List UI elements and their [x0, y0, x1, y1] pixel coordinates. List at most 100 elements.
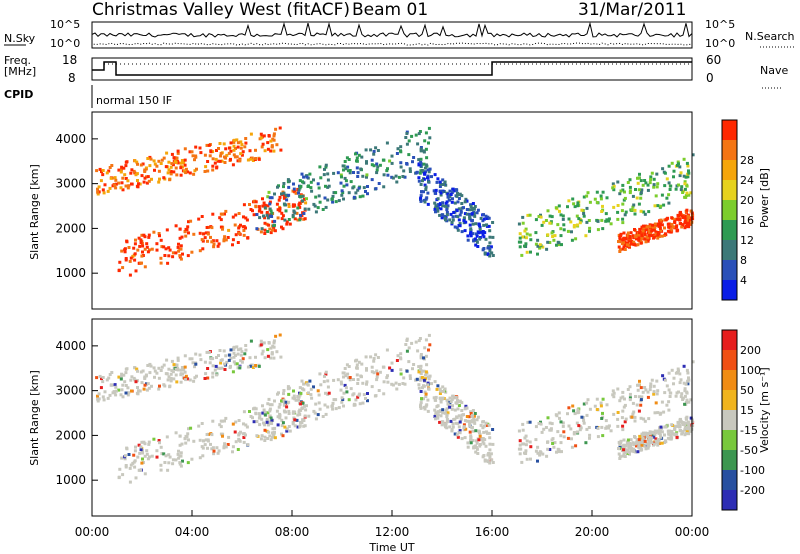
- power-cell: [157, 159, 161, 163]
- velocity-cell: [685, 415, 689, 419]
- power-cell: [287, 202, 291, 206]
- power-cell: [609, 222, 613, 226]
- velocity-cell: [683, 402, 687, 406]
- power-cell: [410, 134, 414, 138]
- power-cell: [655, 185, 659, 189]
- power-cell: [612, 188, 616, 192]
- power-cell: [266, 195, 270, 199]
- velocity-cell: [422, 405, 426, 409]
- velocity-cell: [132, 376, 136, 380]
- power-cell: [472, 239, 476, 243]
- power-cell: [428, 167, 432, 171]
- power-cell: [462, 219, 466, 223]
- power-cell: [672, 225, 675, 229]
- power-cell: [123, 173, 127, 177]
- power-cell: [171, 251, 175, 255]
- power-cell: [676, 163, 679, 167]
- power-cell: [643, 212, 647, 216]
- power-colorbar-swatch: [722, 280, 737, 300]
- velocity-cell: [254, 355, 257, 359]
- power-cell: [658, 226, 662, 230]
- power-cell: [448, 189, 452, 193]
- velocity-cell: [616, 417, 620, 421]
- velocity-cell: [649, 382, 653, 386]
- velocity-cell: [601, 397, 605, 401]
- nsky-tick-high: 10^5: [50, 18, 80, 31]
- velocity-cell: [324, 372, 328, 376]
- beam-title: Beam 01: [352, 0, 428, 20]
- velocity-cell: [257, 364, 261, 368]
- power-cell: [263, 221, 267, 225]
- power-cell: [474, 243, 478, 247]
- power-cell: [639, 191, 643, 195]
- velocity-cell: [286, 385, 290, 389]
- power-cell: [417, 132, 421, 136]
- velocity-cell: [487, 431, 491, 435]
- power-colorbar-swatch: [722, 120, 737, 140]
- velocity-cell: [105, 378, 109, 382]
- velocity-cell: [650, 441, 654, 445]
- velocity-cell: [184, 434, 188, 438]
- power-cell: [455, 226, 459, 230]
- velocity-cell: [624, 417, 628, 421]
- velocity-cell: [314, 402, 318, 406]
- nsearch-tick-high: 10^5: [705, 18, 735, 31]
- velocity-cell: [657, 429, 660, 433]
- power-cell: [203, 153, 207, 157]
- power-cell: [355, 156, 359, 160]
- power-heatmap: [95, 126, 695, 277]
- power-cell: [669, 184, 673, 188]
- velocity-cell: [209, 442, 212, 446]
- velocity-cell: [637, 443, 641, 447]
- power-cell: [462, 206, 465, 210]
- velocity-cell: [641, 440, 645, 444]
- velocity-cell: [99, 386, 103, 390]
- power-cell: [343, 160, 347, 163]
- power-cell: [155, 242, 159, 246]
- velocity-cell: [457, 425, 461, 429]
- power-cell: [440, 216, 444, 220]
- velocity-cell: [287, 386, 291, 390]
- velocity-cell: [167, 375, 171, 379]
- power-cell: [302, 197, 306, 201]
- power-cell: [192, 232, 196, 236]
- velocity-cell: [436, 384, 440, 388]
- power-cell: [343, 176, 347, 180]
- power-cell: [286, 178, 290, 182]
- velocity-cell: [427, 377, 431, 381]
- power-cell: [293, 211, 297, 215]
- velocity-cell: [646, 395, 650, 399]
- velocity-cell: [342, 375, 345, 379]
- power-cell: [215, 149, 218, 152]
- power-cell: [282, 182, 286, 185]
- velocity-cell: [438, 409, 442, 413]
- velocity-cell: [285, 405, 289, 409]
- velocity-cell: [245, 425, 249, 429]
- velocity-cell: [628, 452, 631, 456]
- power-cell: [189, 219, 193, 223]
- power-cell: [537, 215, 541, 218]
- power-cell: [348, 169, 352, 172]
- velocity-cell: [278, 402, 282, 406]
- power-cell: [360, 155, 364, 159]
- power-cell: [266, 230, 270, 233]
- velocity-cell: [419, 364, 423, 368]
- velocity-cell: [665, 403, 669, 407]
- velocity-cell: [670, 429, 674, 433]
- power-cell: [622, 245, 626, 249]
- power-cell: [354, 152, 357, 156]
- power-cell: [358, 195, 362, 199]
- power-cell: [456, 191, 459, 195]
- velocity-cell: [422, 384, 426, 388]
- velocity-cell: [624, 444, 628, 448]
- velocity-cell: [276, 392, 279, 396]
- velocity-cell: [271, 427, 275, 431]
- velocity-cell: [372, 371, 376, 375]
- velocity-cell: [643, 419, 647, 423]
- power-cell: [466, 234, 470, 238]
- power-cell: [178, 247, 182, 251]
- velocity-cell: [109, 383, 113, 387]
- power-cell: [138, 244, 142, 248]
- velocity-cell: [259, 339, 263, 343]
- velocity-cell: [458, 420, 462, 424]
